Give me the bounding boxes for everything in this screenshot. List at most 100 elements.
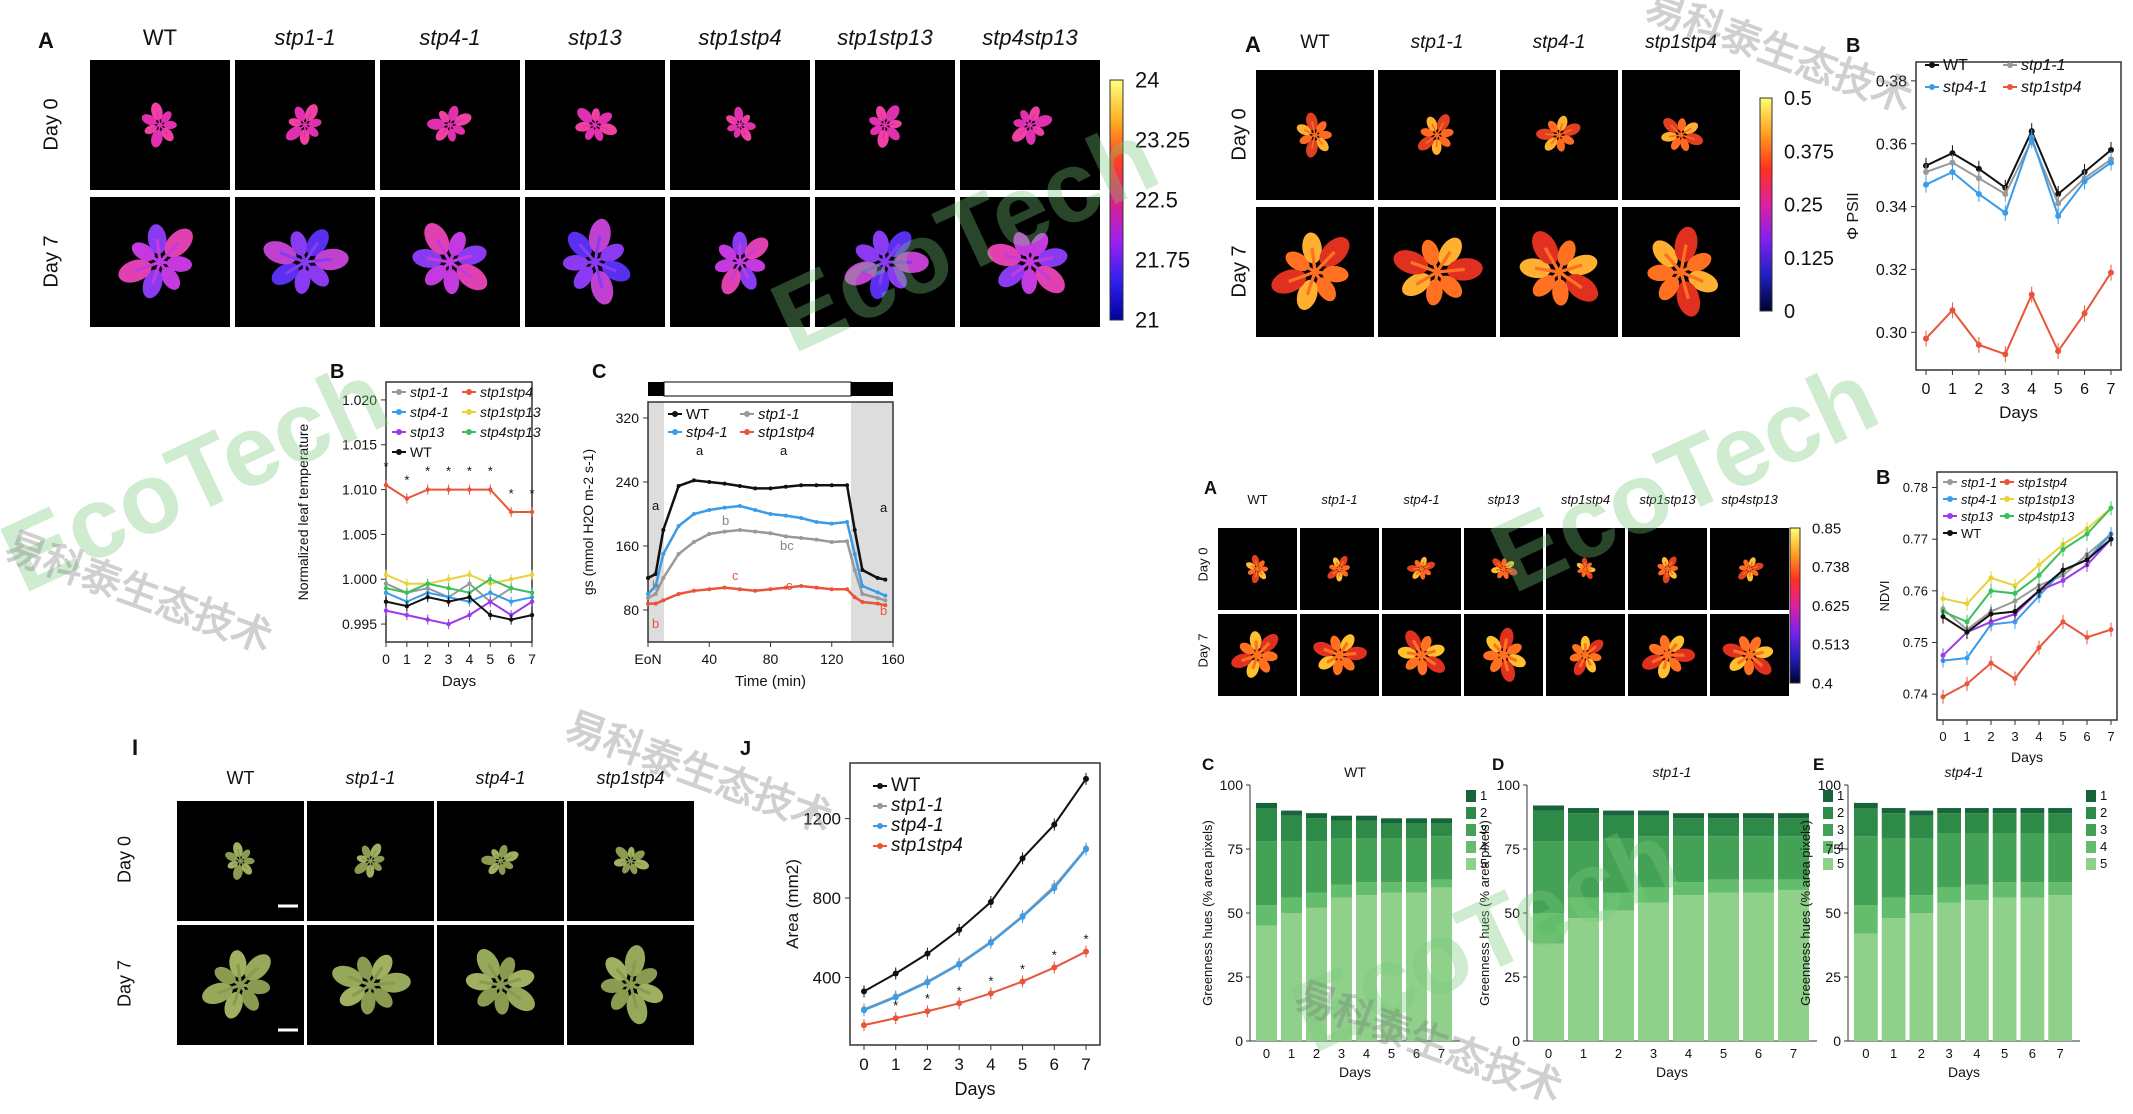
significance-star: * bbox=[425, 464, 430, 479]
data-point bbox=[661, 528, 665, 532]
data-point bbox=[860, 568, 864, 572]
significance-letter: b bbox=[652, 616, 659, 631]
data-point bbox=[883, 578, 887, 582]
y-tick-label: 25 bbox=[1825, 969, 1841, 985]
significance-star: * bbox=[925, 991, 930, 1006]
y-tick-label: 1.005 bbox=[342, 526, 377, 542]
x-tick-label: 3 bbox=[1650, 1046, 1657, 1061]
legend-label: 1 bbox=[2100, 788, 2107, 803]
bar-segment bbox=[1638, 836, 1669, 887]
legend-label: stp1stp4 bbox=[758, 424, 815, 441]
y-tick-label: 320 bbox=[616, 410, 640, 426]
data-point bbox=[738, 504, 742, 508]
x-tick-label: 2 bbox=[1987, 729, 1994, 744]
data-point bbox=[738, 484, 742, 488]
bar-segment bbox=[2021, 834, 2045, 883]
bar-segment bbox=[1603, 811, 1634, 816]
x-tick-label: 3 bbox=[2001, 381, 2010, 398]
bar-segment bbox=[1256, 841, 1277, 905]
bar-segment bbox=[1854, 803, 1878, 808]
bar-segment bbox=[1356, 882, 1377, 895]
bar-segment bbox=[1381, 823, 1402, 838]
bar-segment bbox=[1381, 893, 1402, 1041]
legend-marker bbox=[1947, 479, 1953, 485]
legend-swatch bbox=[1823, 807, 1833, 819]
legend-label: stp1stp4 bbox=[480, 384, 533, 400]
dark-period-bar bbox=[648, 382, 664, 396]
bar-segment bbox=[1673, 882, 1704, 895]
bar-segment bbox=[1331, 839, 1352, 885]
x-tick-label: 3 bbox=[445, 651, 453, 667]
data-point bbox=[769, 587, 773, 591]
data-point bbox=[753, 589, 757, 593]
x-tick-label: 160 bbox=[881, 651, 905, 667]
x-tick-label: 3 bbox=[1946, 1046, 1953, 1061]
bar-segment bbox=[1937, 887, 1961, 902]
bar-segment bbox=[1281, 841, 1302, 897]
bar-segment bbox=[1281, 898, 1302, 913]
series-line bbox=[648, 586, 885, 605]
legend-marker bbox=[877, 823, 883, 829]
bar-segment bbox=[1937, 813, 1961, 833]
bar-segment bbox=[1882, 813, 1906, 839]
x-tick-label: 0 bbox=[382, 651, 390, 667]
bar-segment bbox=[1256, 905, 1277, 925]
chart-title: stp4-1 bbox=[1945, 764, 1984, 780]
legend-marker bbox=[396, 429, 402, 435]
legend-marker bbox=[672, 429, 678, 435]
data-point bbox=[646, 592, 650, 596]
legend-marker bbox=[466, 429, 472, 435]
bar-segment bbox=[1281, 811, 1302, 816]
x-tick-label: 1 bbox=[1288, 1046, 1295, 1061]
plot-frame bbox=[850, 763, 1100, 1045]
data-point bbox=[738, 587, 742, 591]
light-period-bar bbox=[664, 382, 851, 396]
significance-letter: a bbox=[652, 498, 660, 513]
x-tick-label: 0 bbox=[1263, 1046, 1270, 1061]
x-axis-label: Days bbox=[1656, 1064, 1688, 1080]
bar-segment bbox=[2021, 808, 2045, 813]
bar-segment bbox=[1306, 893, 1327, 908]
bar-segment bbox=[1406, 882, 1427, 892]
legend-label: stp4-1 bbox=[410, 404, 449, 420]
bar-segment bbox=[1910, 839, 1934, 895]
bar-segment bbox=[1356, 821, 1377, 839]
significance-star: * bbox=[957, 983, 962, 998]
legend-label: stp4-1 bbox=[686, 424, 728, 441]
bar-segment bbox=[1937, 834, 1961, 888]
legend-label: stp4-1 bbox=[1943, 79, 1987, 96]
y-axis-label: Normalized leaf temperature bbox=[295, 423, 311, 600]
x-tick-label: 4 bbox=[2035, 729, 2042, 744]
data-point bbox=[707, 532, 711, 536]
x-axis-label: Days bbox=[2011, 749, 2043, 765]
legend-marker bbox=[396, 409, 402, 415]
legend-label: 5 bbox=[1837, 856, 1844, 871]
legend-label: stp1-1 bbox=[410, 384, 449, 400]
bar-segment bbox=[1910, 895, 1934, 913]
significance-star: * bbox=[383, 459, 388, 474]
data-point bbox=[853, 568, 857, 572]
legend-marker bbox=[2007, 84, 2013, 90]
significance-star: * bbox=[1083, 932, 1088, 947]
data-point bbox=[677, 524, 681, 528]
dark-shading bbox=[648, 402, 664, 642]
legend-label: stp1-1 bbox=[1961, 475, 1997, 490]
panel-label: D bbox=[1492, 755, 1504, 774]
bar-segment bbox=[1993, 882, 2017, 897]
bar-segment bbox=[1743, 836, 1774, 880]
x-tick-label: 2 bbox=[923, 1055, 932, 1074]
x-tick-label: 5 bbox=[1018, 1055, 1027, 1074]
legend-swatch bbox=[2086, 790, 2096, 802]
y-tick-label: 50 bbox=[1227, 905, 1243, 921]
data-point bbox=[876, 590, 880, 594]
bar-segment bbox=[1937, 808, 1961, 813]
y-axis-label: gs (mmol H2O m-2 s-1) bbox=[580, 449, 596, 595]
legend-marker bbox=[2004, 496, 2010, 502]
data-point bbox=[799, 536, 803, 540]
data-point bbox=[853, 528, 857, 532]
x-tick-label: 1 bbox=[1890, 1046, 1897, 1061]
data-point bbox=[830, 483, 834, 487]
significance-star: * bbox=[988, 973, 993, 988]
legend-marker bbox=[2004, 513, 2010, 519]
